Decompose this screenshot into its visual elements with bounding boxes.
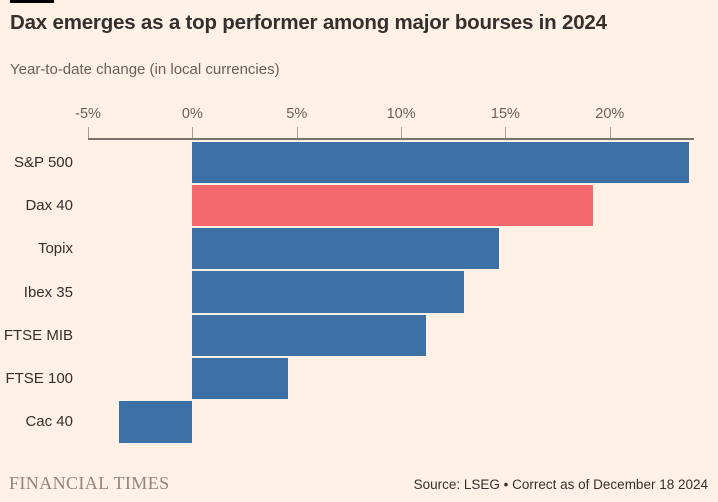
row-label-sp-500: S&P 500 (14, 153, 73, 171)
x-axis-tick-mark (505, 127, 507, 139)
bar-dax-40 (192, 184, 594, 227)
row-label-cac-40: Cac 40 (25, 413, 73, 431)
x-axis-tick-label-5: -5% (75, 106, 101, 122)
financial-times-logo: FINANCIAL TIMES (9, 473, 170, 493)
row-label-ftse-mib: FTSE MIB (3, 326, 73, 344)
row-label-ibex-35: Ibex 35 (23, 283, 73, 301)
row-label-topix: Topix (37, 240, 73, 258)
x-axis-tick-label-20: 20% (595, 106, 625, 122)
chart-title: Dax emerges as a top performer among maj… (10, 11, 607, 34)
x-axis-tick-label-0: 0% (181, 106, 203, 122)
bar-ibex-35 (192, 271, 464, 313)
row-label-ftse-100: FTSE 100 (5, 370, 73, 388)
x-axis-tick-label-10: 10% (386, 106, 416, 122)
row-label-dax-40: Dax 40 (25, 196, 73, 214)
x-axis-tick-label-5: 5% (286, 106, 308, 122)
bar-cac-40 (119, 401, 193, 443)
x-axis-tick-mark (88, 127, 90, 139)
source-note: Source: LSEG • Correct as of December 18… (413, 477, 708, 492)
bar-ftse-mib (192, 314, 427, 356)
bar-topix (192, 228, 500, 270)
chart-subtitle: Year-to-date change (in local currencies… (10, 61, 280, 78)
x-axis-tick-mark (401, 127, 403, 139)
x-axis-tick-mark (296, 127, 298, 139)
x-axis-tick-mark (609, 127, 611, 139)
ft-accent-bar (10, 0, 54, 3)
x-axis-tick-mark (192, 127, 194, 139)
x-axis-tick-label-15: 15% (490, 106, 520, 122)
bar-ftse-100 (192, 358, 289, 400)
bar-sp-500 (192, 141, 690, 183)
x-axis-line (88, 138, 694, 140)
